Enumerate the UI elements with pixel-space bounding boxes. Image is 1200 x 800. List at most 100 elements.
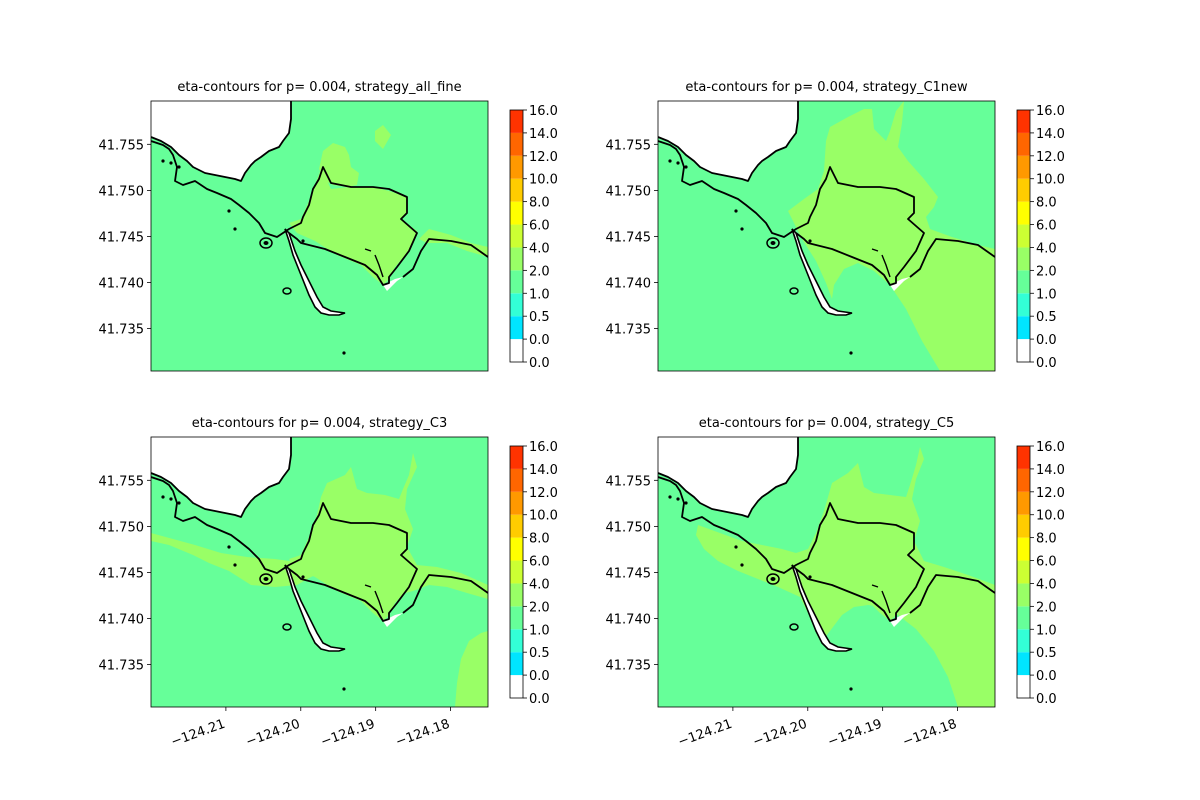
colorbar-tick-label: 14.0: [529, 127, 558, 142]
colorbar-segment: [510, 110, 523, 133]
colorbar-tick-label: 0.0: [1036, 333, 1057, 348]
colorbar-tick-label: 12.0: [529, 150, 558, 165]
panel-3: eta-contours for p= 0.004, strategy_C3 41…: [99, 416, 558, 750]
colorbar-segment: [510, 446, 523, 469]
colorbar-segment: [510, 583, 523, 607]
panel-1: eta-contours for p= 0.004, strategy_all_…: [99, 80, 558, 372]
colorbar-tick-label: 0.5: [529, 646, 550, 661]
rock: [740, 563, 744, 567]
rock: [301, 239, 305, 243]
island: [259, 573, 273, 585]
coastline: [151, 476, 418, 622]
colorbar-tick-label: 0.0: [1036, 692, 1057, 707]
axes-frame: [657, 100, 996, 372]
colorbar-tick-label: 16.0: [1036, 440, 1065, 455]
y-tick-label: 41.735: [606, 323, 652, 338]
rock: [342, 687, 346, 691]
colorbar-segment: [1017, 514, 1030, 538]
colorbar-segment: [510, 675, 523, 698]
axes-frame: [657, 436, 996, 708]
colorbar-segment: [510, 270, 523, 294]
colorbar-tick-label: 8.0: [1036, 532, 1057, 547]
colorbar-segment: [1017, 247, 1030, 271]
coastline: [871, 584, 891, 614]
jetty: [791, 564, 853, 652]
colorbar-tick-label: 16.0: [529, 440, 558, 455]
colorbar-segment: [510, 560, 523, 584]
colorbar-segment: [1017, 629, 1030, 653]
island: [259, 237, 273, 249]
colorbar-segment: [1017, 652, 1030, 676]
jetty: [284, 564, 346, 652]
colorbar-segment: [1017, 446, 1030, 469]
land-region: [890, 605, 920, 627]
y-tick-label: 41.755: [606, 138, 652, 153]
coastline: [909, 238, 995, 278]
colorbar-segment: [510, 178, 523, 202]
coastline: [909, 574, 995, 614]
colorbar-segment: [510, 247, 523, 271]
y-tick-label: 41.735: [606, 659, 652, 674]
colorbar-tick-label: 2.0: [529, 600, 550, 615]
contour-fill-2to4: [375, 125, 391, 149]
rock: [849, 351, 853, 355]
y-tick-label: 41.735: [99, 323, 145, 338]
coastline: [871, 248, 891, 278]
colorbar-tick-label: 14.0: [529, 463, 558, 478]
colorbar-segment: [1017, 339, 1030, 362]
y-tick-label: 41.740: [606, 613, 652, 628]
contour-fill-2to4: [319, 143, 359, 187]
rock: [676, 497, 680, 501]
colorbar-segment: [1017, 560, 1030, 584]
y-tick-label: 41.750: [606, 184, 652, 199]
x-tick-label: −124.21: [676, 717, 734, 750]
colorbar-tick-label: 12.0: [1036, 486, 1065, 501]
rock: [668, 159, 672, 163]
island: [770, 577, 776, 581]
island: [282, 623, 292, 631]
colorbar-segment: [510, 514, 523, 538]
map-area: [658, 437, 995, 707]
colorbar-tick-label: 0.5: [1036, 310, 1057, 325]
island: [766, 573, 780, 585]
y-tick-label: 41.750: [99, 520, 145, 535]
rock: [808, 239, 812, 243]
colorbar-segment: [1017, 316, 1030, 340]
colorbar-tick-label: 1.0: [1036, 287, 1057, 302]
rock: [740, 227, 744, 231]
colorbar-segment: [510, 155, 523, 179]
colorbar-tick-label: 1.0: [1036, 623, 1057, 638]
colorbar: 0.0 0.0 0.5 1.0 2.0 4.0 6.0 8.0 10.0 12.0 14.0 16.0: [1016, 104, 1065, 371]
colorbar-segment: [1017, 583, 1030, 607]
coastline: [658, 140, 925, 286]
land-region: [151, 437, 291, 517]
colorbar-segment: [1017, 132, 1030, 156]
rock: [676, 161, 680, 165]
colorbar-tick-label: 8.0: [529, 196, 550, 211]
colorbar-frame: [509, 109, 524, 363]
colorbar-tick-label: 16.0: [529, 104, 558, 119]
contour-fill-2to4: [910, 239, 995, 371]
colorbar-segment: [1017, 178, 1030, 202]
colorbar-frame: [1016, 109, 1031, 363]
y-tick-label: 41.755: [99, 474, 145, 489]
colorbar-tick-label: 0.0: [1036, 669, 1057, 684]
y-tick-label: 41.735: [99, 659, 145, 674]
colorbar-tick-label: 2.0: [1036, 600, 1057, 615]
colorbar-tick-label: 12.0: [1036, 150, 1065, 165]
coastline: [402, 574, 488, 614]
colorbar-tick-label: 4.0: [1036, 241, 1057, 256]
colorbar-tick-label: 2.0: [529, 264, 550, 279]
colorbar-segment: [1017, 110, 1030, 133]
panel-title: eta-contours for p= 0.004, strategy_C5: [699, 416, 954, 431]
x-tick-label: −124.20: [751, 717, 809, 750]
colorbar-segment: [1017, 606, 1030, 630]
coastline: [658, 476, 925, 622]
rock: [169, 497, 173, 501]
rock: [161, 495, 165, 499]
rock: [849, 687, 853, 691]
rock: [177, 501, 181, 505]
island: [282, 287, 292, 295]
colorbar: 0.0 0.0 0.5 1.0 2.0 4.0 6.0 8.0 10.0 12.0 14.0 16.0: [509, 440, 558, 707]
